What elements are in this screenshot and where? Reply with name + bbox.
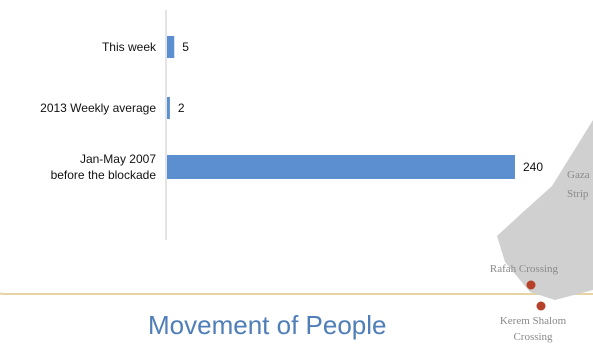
kerem-shalom-crossing-label-line1: Kerem Shalom xyxy=(500,315,567,327)
category-label-0-0: This week xyxy=(102,40,157,54)
category-label-2-0: Jan-May 2007 xyxy=(80,152,156,166)
bars-group: 5 This week 2 2013 Weekly average 240 Jan-May… xyxy=(40,36,543,182)
category-label-1-0: 2013 Weekly average xyxy=(40,101,156,115)
section-title: Movement of People xyxy=(148,310,387,340)
category-label-2-1: before the blockade xyxy=(51,168,157,182)
gaza-strip-label-line1: Gaza xyxy=(567,169,590,181)
chart-panel-frame xyxy=(0,0,593,295)
gaza-strip-shape xyxy=(497,120,593,300)
bar-value-label-0: 5 xyxy=(182,40,189,54)
bar-0 xyxy=(167,36,175,58)
kerem-shalom-crossing-marker xyxy=(536,301,546,311)
rafah-crossing-label: Rafah Crossing xyxy=(490,263,559,275)
rafah-crossing-marker xyxy=(526,280,536,290)
bar-2 xyxy=(167,155,515,179)
kerem-shalom-crossing-label-line2: Crossing xyxy=(513,331,553,343)
gaza-strip-label-line2: Strip xyxy=(567,188,589,200)
bar-1 xyxy=(167,97,170,119)
bar-value-label-1: 2 xyxy=(178,101,185,115)
bar-value-label-2: 240 xyxy=(523,160,543,174)
